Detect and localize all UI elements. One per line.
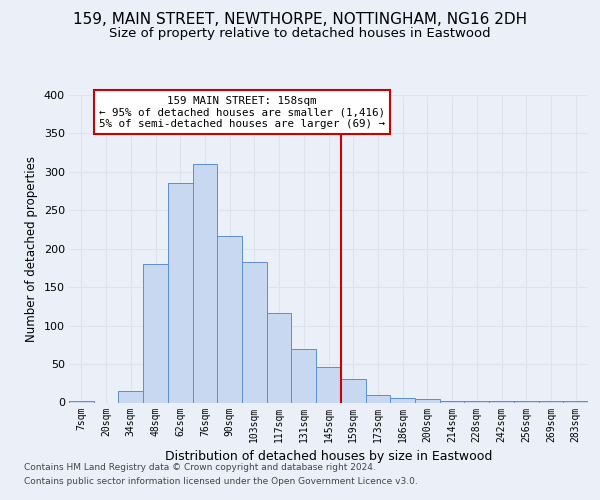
Bar (168, 184, 193, 402)
Bar (563, 401, 588, 402)
Bar (514, 401, 539, 402)
Bar (69, 401, 94, 402)
Bar (217, 236, 242, 402)
Bar (539, 401, 563, 402)
Bar (489, 401, 514, 402)
X-axis label: Distribution of detached houses by size in Eastwood: Distribution of detached houses by size … (165, 450, 492, 463)
Bar (440, 401, 464, 402)
Bar (316, 367, 341, 402)
Text: Contains HM Land Registry data © Crown copyright and database right 2024.: Contains HM Land Registry data © Crown c… (24, 464, 376, 472)
Y-axis label: Number of detached properties: Number of detached properties (25, 156, 38, 342)
Text: 159 MAIN STREET: 158sqm
← 95% of detached houses are smaller (1,416)
5% of semi-: 159 MAIN STREET: 158sqm ← 95% of detache… (99, 96, 385, 129)
Bar (193, 164, 217, 402)
Bar (390, 398, 415, 402)
Bar (341, 380, 365, 402)
Bar (365, 395, 390, 402)
Text: Size of property relative to detached houses in Eastwood: Size of property relative to detached ho… (109, 28, 491, 40)
Bar (143, 264, 168, 402)
Bar (464, 401, 489, 402)
Bar (267, 312, 292, 402)
Bar (415, 398, 440, 402)
Bar (118, 391, 143, 402)
Bar (292, 348, 316, 403)
Text: Contains public sector information licensed under the Open Government Licence v3: Contains public sector information licen… (24, 477, 418, 486)
Text: 159, MAIN STREET, NEWTHORPE, NOTTINGHAM, NG16 2DH: 159, MAIN STREET, NEWTHORPE, NOTTINGHAM,… (73, 12, 527, 28)
Bar (242, 262, 267, 402)
